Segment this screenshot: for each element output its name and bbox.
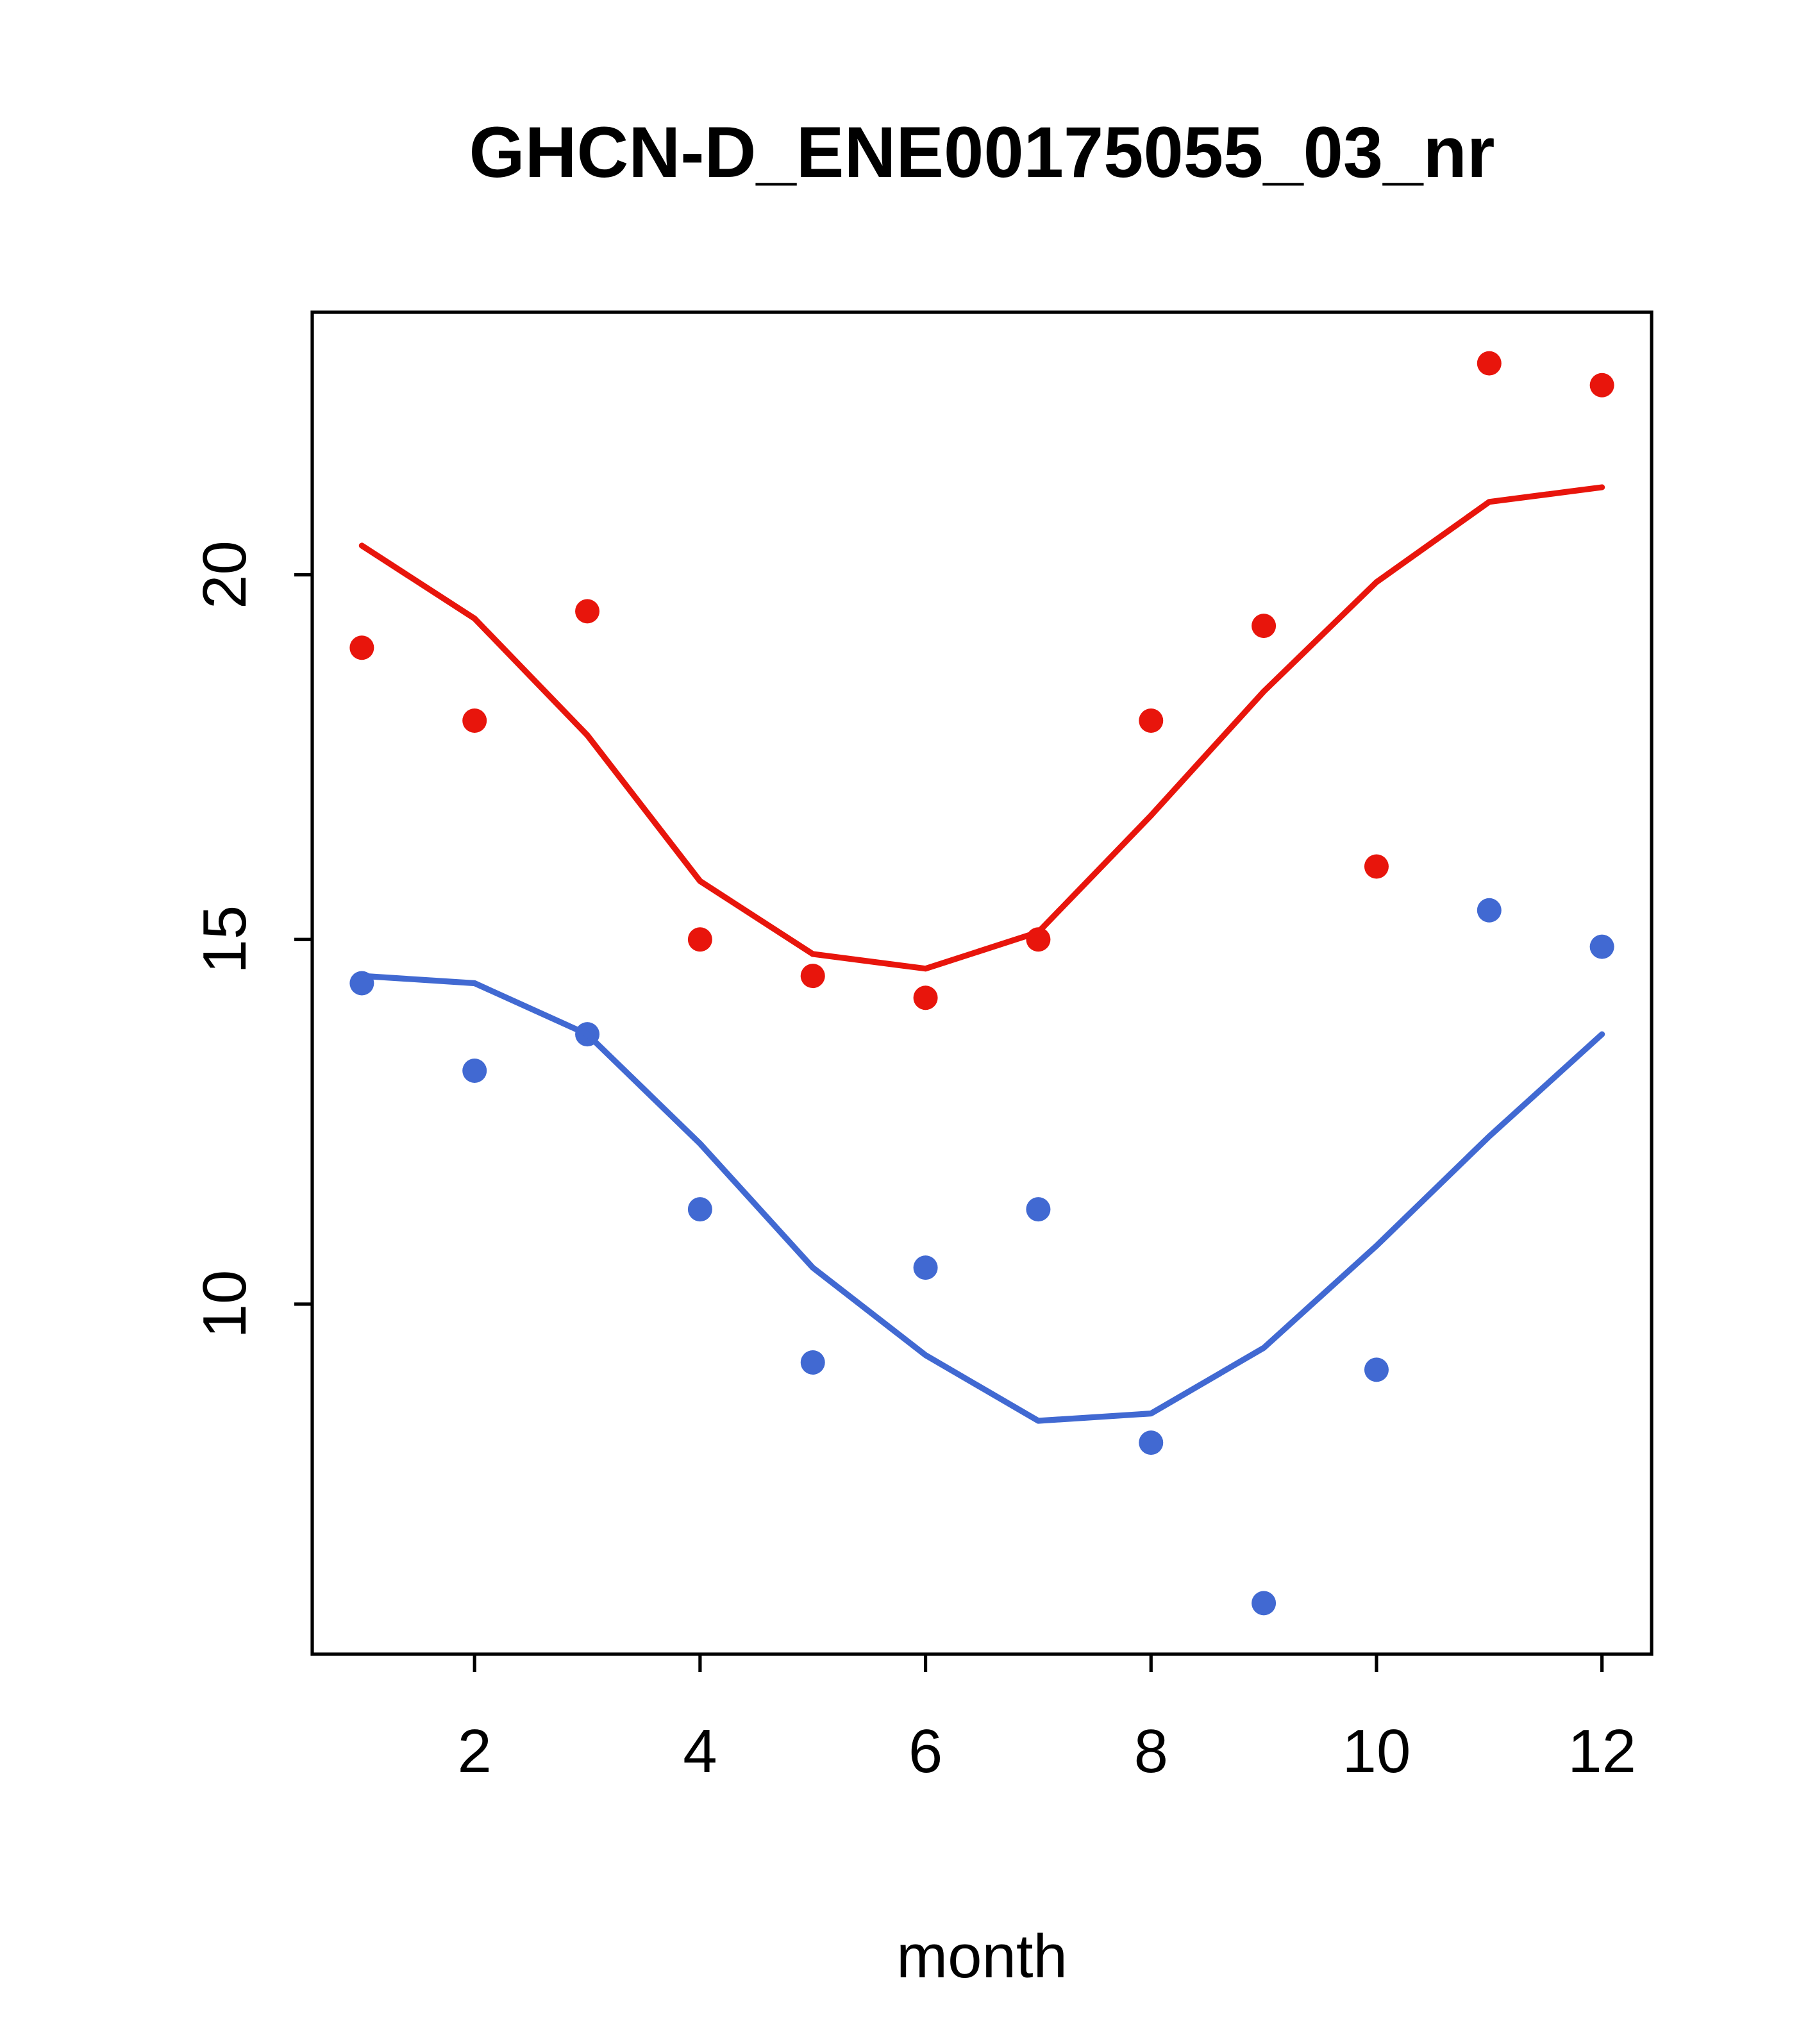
blue-point bbox=[462, 1059, 487, 1083]
blue-point bbox=[800, 1350, 825, 1375]
blue-point bbox=[1139, 1430, 1164, 1455]
red-point bbox=[1477, 351, 1502, 376]
red-point bbox=[687, 927, 712, 952]
red-point bbox=[462, 708, 487, 733]
y-tick-label: 10 bbox=[190, 1270, 259, 1339]
plot-box bbox=[310, 310, 1654, 1656]
x-axis-label: month bbox=[896, 1922, 1068, 1991]
x-tick-label: 12 bbox=[1568, 1717, 1636, 1786]
red-point bbox=[913, 985, 938, 1010]
x-tick-label: 6 bbox=[908, 1717, 942, 1786]
x-tick-label: 4 bbox=[683, 1717, 717, 1786]
blue-point bbox=[1364, 1357, 1389, 1382]
red-point bbox=[349, 635, 374, 660]
red-point bbox=[1252, 614, 1277, 639]
blue-point bbox=[1589, 934, 1614, 959]
x-tick-label: 2 bbox=[458, 1717, 492, 1786]
red-point bbox=[1589, 373, 1614, 398]
blue-point bbox=[1026, 1197, 1051, 1222]
red-point bbox=[800, 964, 825, 989]
x-tick-label: 10 bbox=[1343, 1717, 1411, 1786]
red-point bbox=[575, 599, 600, 624]
y-tick-label: 15 bbox=[190, 905, 259, 974]
red-line bbox=[358, 484, 1605, 972]
blue-point bbox=[913, 1255, 938, 1280]
blue-point bbox=[687, 1197, 712, 1222]
x-tick-label: 8 bbox=[1134, 1717, 1168, 1786]
y-tick-label: 20 bbox=[190, 540, 259, 609]
blue-point bbox=[1252, 1591, 1277, 1616]
red-point bbox=[1139, 708, 1164, 733]
red-point bbox=[1364, 854, 1389, 879]
blue-line bbox=[358, 973, 1605, 1424]
plot-title: GHCN-D_ENE00175055_03_nr bbox=[469, 112, 1495, 192]
blue-point bbox=[1477, 898, 1502, 923]
